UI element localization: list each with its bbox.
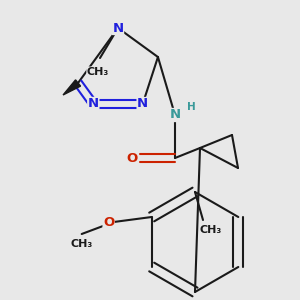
Text: O: O [103,215,114,229]
Text: CH₃: CH₃ [200,225,222,235]
Polygon shape [63,80,81,95]
Text: H: H [187,102,195,112]
Text: N: N [137,98,148,110]
Text: CH₃: CH₃ [87,67,109,77]
Text: CH₃: CH₃ [70,239,93,249]
Text: N: N [112,22,124,34]
Text: O: O [126,152,138,164]
Text: N: N [88,98,99,110]
Text: N: N [169,109,181,122]
